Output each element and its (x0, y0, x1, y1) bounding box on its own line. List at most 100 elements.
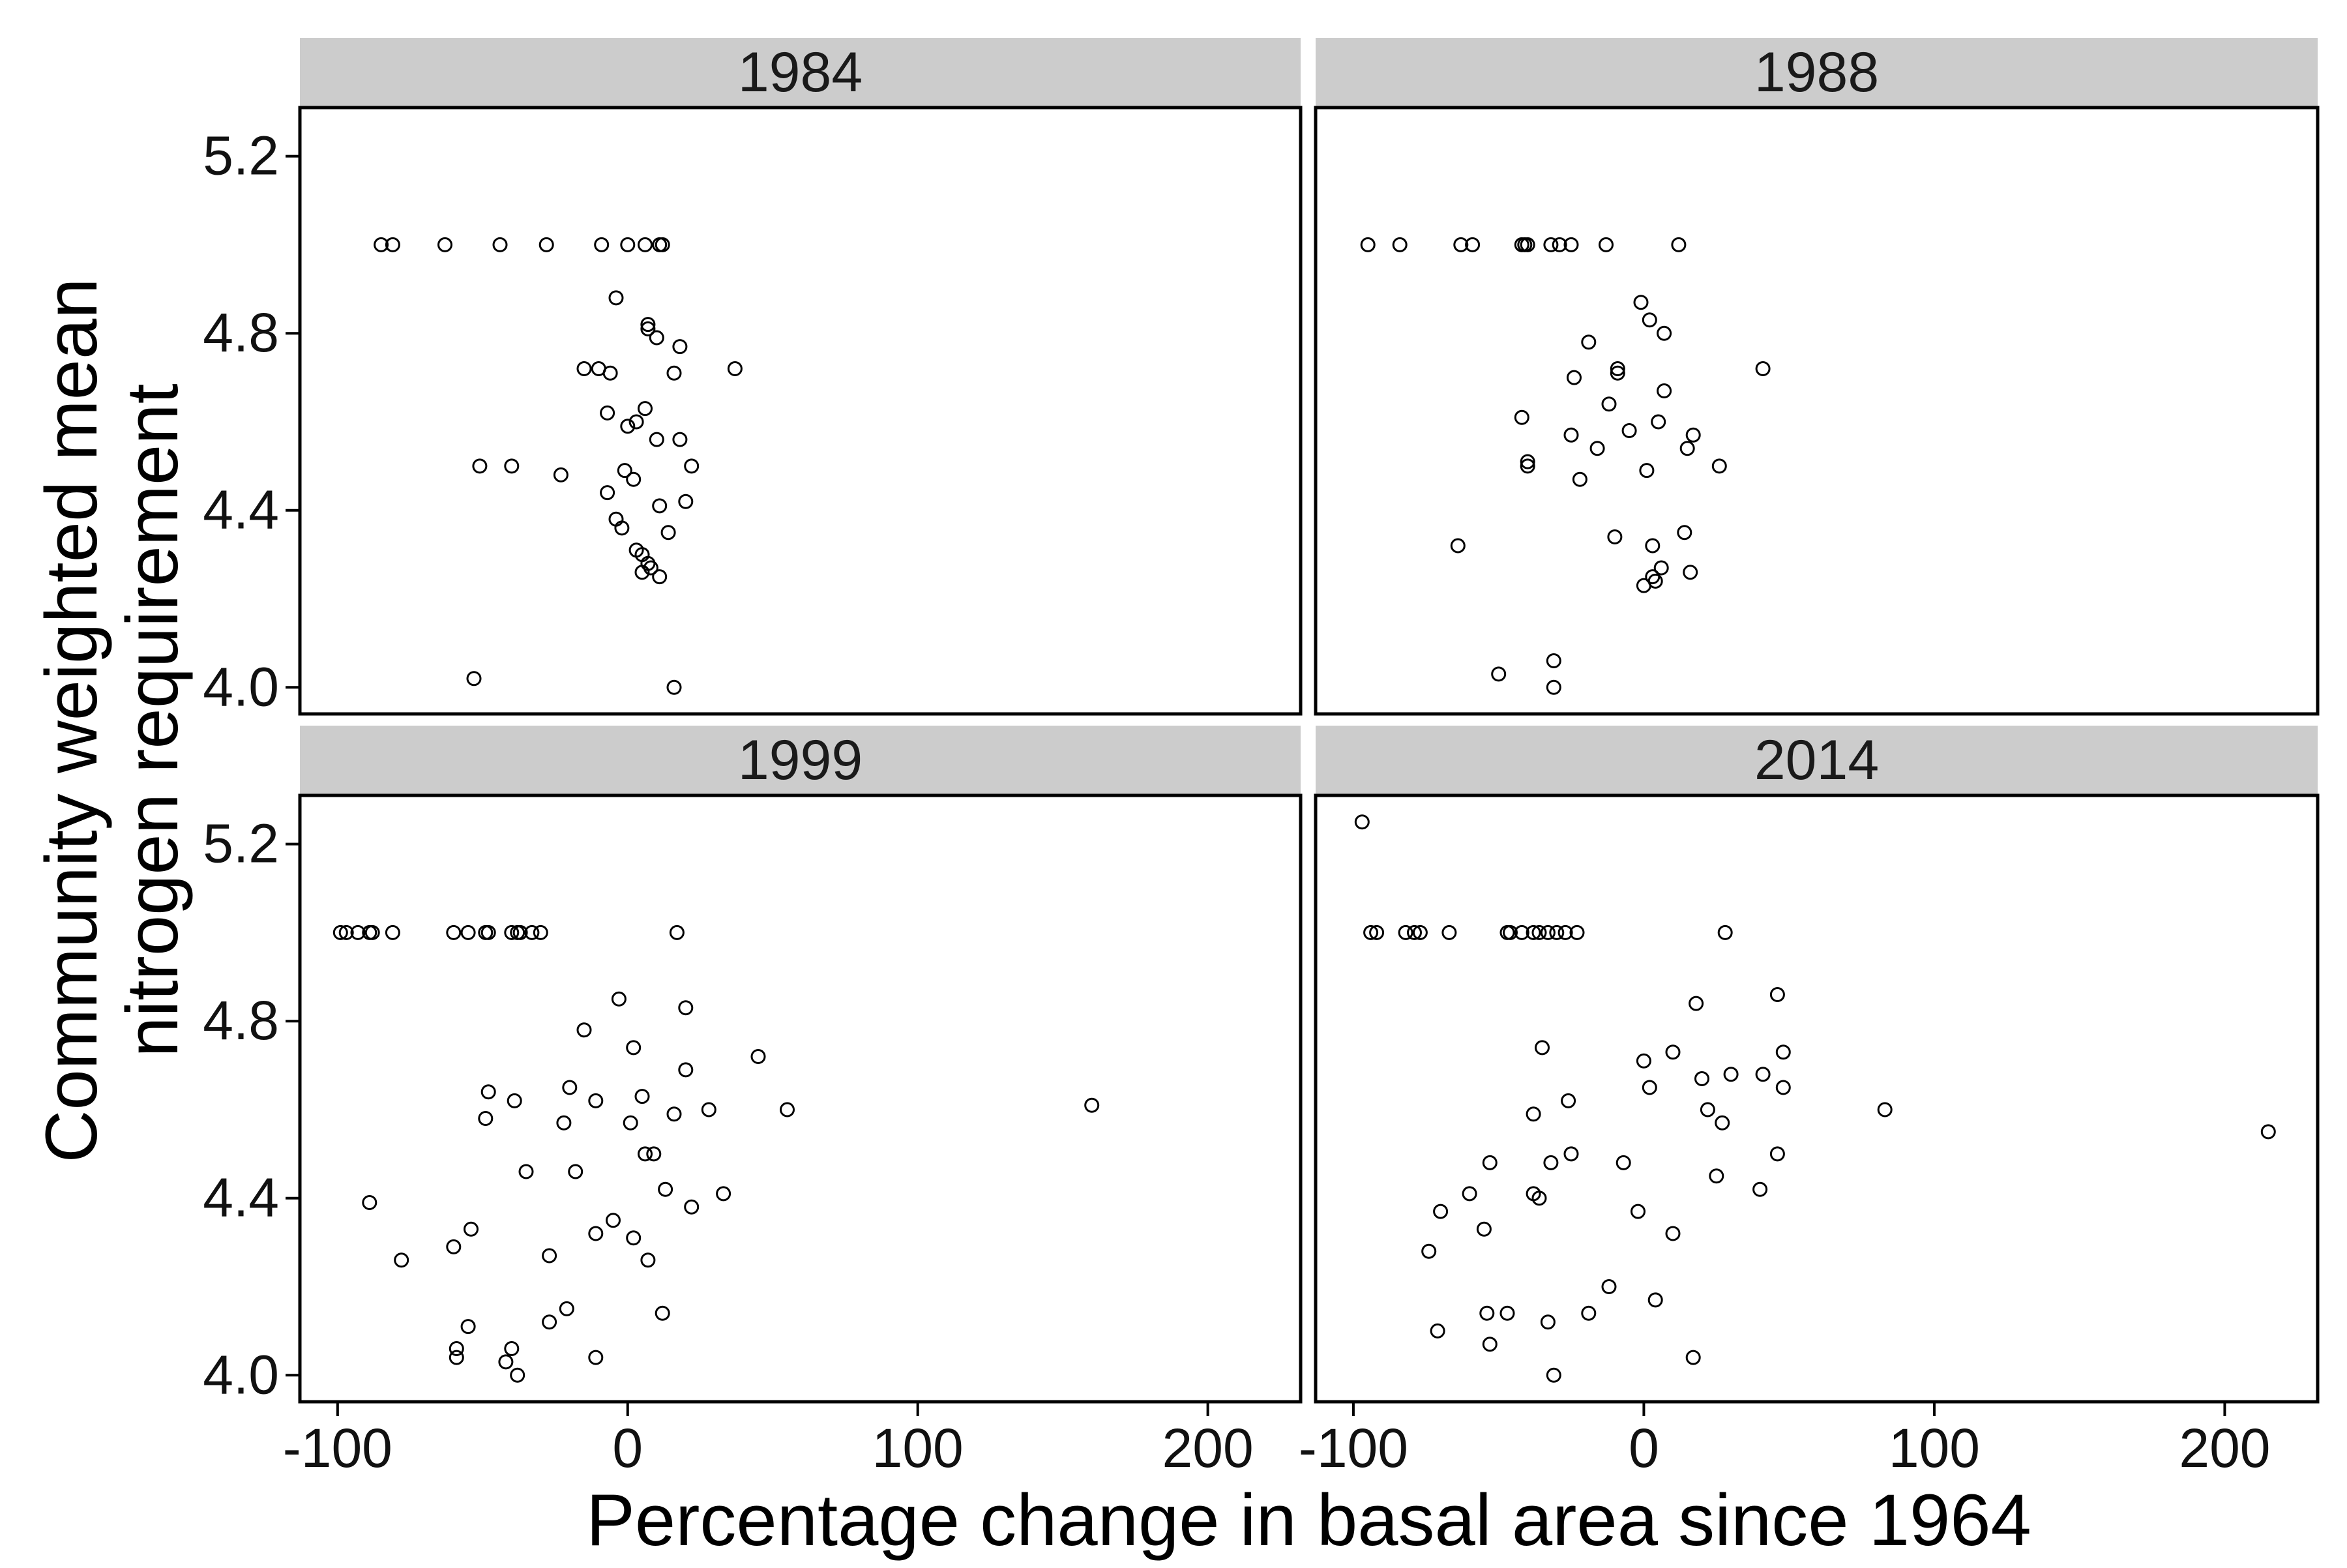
data-point (608, 290, 624, 306)
data-point (1769, 987, 1785, 1002)
data-point (1479, 1305, 1495, 1321)
data-point (1369, 925, 1385, 940)
data-point (1685, 427, 1701, 443)
data-point (524, 925, 540, 940)
data-point (1526, 925, 1541, 940)
data-point (559, 1301, 574, 1316)
data-point (332, 925, 348, 940)
data-point (1616, 1155, 1631, 1170)
data-point (678, 1000, 694, 1016)
data-point (634, 1089, 650, 1104)
data-point (385, 237, 400, 252)
data-point (1407, 925, 1422, 940)
y-axis-title: Community weighted meannitrogen requirem… (31, 278, 193, 1162)
data-point (1709, 1168, 1724, 1184)
data-point (606, 1213, 621, 1228)
data-point (602, 365, 618, 381)
data-point (1621, 423, 1637, 438)
data-point (1476, 1221, 1492, 1237)
y-tick-label: 4.4 (203, 1167, 279, 1228)
data-point (1563, 427, 1579, 443)
data-point (480, 1084, 496, 1100)
data-point (507, 1093, 522, 1108)
data-point (1514, 409, 1529, 425)
data-point (1653, 560, 1669, 576)
data-point (1433, 1204, 1449, 1219)
y-axis-title-line-2: nitrogen requirement (111, 383, 193, 1057)
data-point (1755, 361, 1771, 376)
data-point (1567, 370, 1582, 385)
facet-title: 1984 (738, 41, 863, 104)
data-point (1651, 414, 1666, 430)
facet-strip (1316, 726, 2318, 795)
y-axis-title-line-1: Community weighted mean (31, 278, 112, 1162)
data-point (626, 471, 642, 487)
y-tick-label: 4.0 (203, 656, 279, 717)
data-point (437, 237, 452, 252)
facet-title: 1988 (1754, 41, 1879, 104)
data-point (640, 321, 656, 336)
data-point (1755, 1067, 1771, 1082)
data-point (643, 560, 658, 576)
data-point (1441, 925, 1457, 940)
data-point (666, 679, 682, 695)
data-point (2260, 1124, 2276, 1140)
data-point (1543, 237, 1559, 252)
data-point (1546, 653, 1561, 668)
data-point (600, 405, 615, 421)
data-point (504, 1341, 520, 1356)
data-point (1647, 1292, 1663, 1308)
data-point (1462, 1186, 1477, 1202)
data-point (1657, 383, 1672, 398)
data-point (1412, 925, 1428, 940)
x-tick-label: 0 (1629, 1417, 1659, 1479)
data-point (1589, 441, 1605, 456)
data-point (1563, 237, 1579, 252)
data-point (1482, 1155, 1498, 1170)
data-point (1642, 1080, 1657, 1095)
data-point (1581, 334, 1597, 350)
data-point (666, 1106, 682, 1122)
y-tick-label: 4.8 (203, 302, 279, 363)
data-point (588, 1093, 604, 1108)
x-tick-label: 200 (2179, 1417, 2270, 1479)
y-tick-label: 5.2 (203, 125, 279, 186)
data-point (446, 1239, 462, 1254)
data-point (1531, 925, 1547, 940)
data-point (1563, 1146, 1579, 1162)
data-point (464, 1221, 479, 1237)
data-point (1665, 1044, 1681, 1060)
data-point (646, 1146, 662, 1162)
data-point (1677, 525, 1692, 540)
data-point (594, 237, 610, 252)
data-point (1499, 1305, 1515, 1321)
data-point (652, 569, 668, 585)
data-point (1354, 814, 1370, 830)
data-point (1657, 325, 1672, 341)
data-point (576, 361, 592, 376)
data-point (542, 1248, 557, 1264)
data-point (727, 361, 743, 376)
data-point (1631, 1204, 1646, 1219)
data-point (640, 317, 656, 333)
data-point (460, 1319, 476, 1335)
data-point (750, 1049, 766, 1064)
data-point (1543, 1155, 1559, 1170)
data-point (1607, 529, 1623, 544)
y-tick-label: 4.0 (203, 1344, 279, 1405)
data-point (614, 520, 630, 536)
data-point (678, 1062, 694, 1078)
data-point (1717, 925, 1733, 940)
data-point (588, 1350, 604, 1365)
data-point (669, 925, 685, 940)
data-point (1398, 925, 1413, 940)
data-point (1601, 396, 1617, 412)
data-point (460, 925, 476, 940)
data-point (1360, 237, 1376, 252)
data-point (1569, 925, 1585, 940)
data-point (1671, 237, 1687, 252)
data-point (1752, 1181, 1768, 1197)
data-point (1700, 1102, 1715, 1117)
data-point (1084, 1097, 1100, 1113)
